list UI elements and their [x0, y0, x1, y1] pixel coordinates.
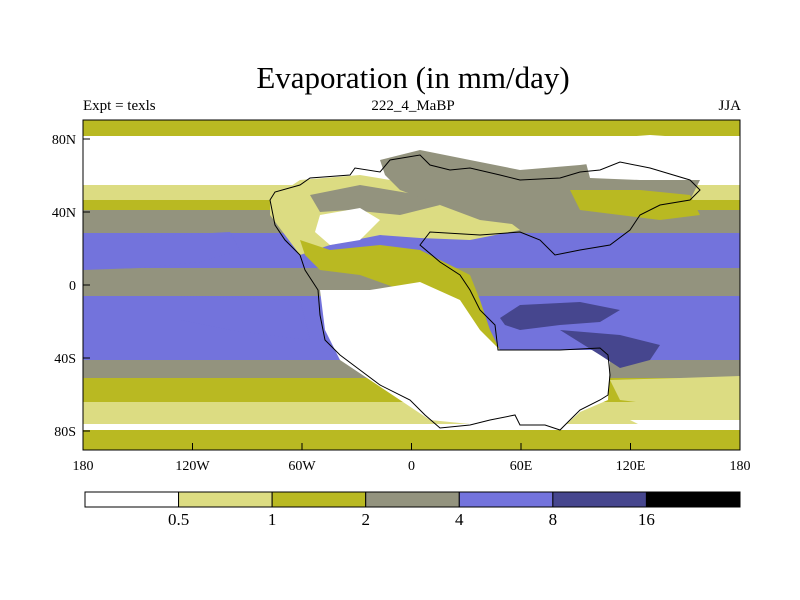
colorbar-swatch: [178, 491, 273, 508]
colorbar-level-label: 2: [361, 510, 370, 529]
experiment-label: Expt = texls: [83, 98, 156, 114]
band-south-olive2: [83, 430, 740, 450]
x-tick-label-180E: 180: [730, 459, 751, 474]
land-north-east-white: [580, 135, 730, 180]
x-tick-label-60W: 60W: [288, 459, 316, 474]
south-light-east: [610, 376, 740, 405]
land-north-east-olive: [570, 190, 700, 220]
land-interior-white: [320, 282, 610, 430]
season-label: JJA: [718, 98, 741, 114]
period-label: 222_4_MaBP: [371, 98, 455, 114]
tethys-dark-core: [500, 302, 620, 330]
map-field: [83, 120, 740, 450]
colorbar-swatch: [458, 491, 554, 508]
colorbar-swatch: [552, 491, 647, 508]
land-north-white-patch: [315, 208, 380, 245]
colorbar-level-label: 16: [638, 510, 655, 529]
land-north-interior: [310, 185, 440, 215]
y-tick-label-80N: 80N: [52, 133, 76, 148]
pacific-wet-west: [83, 232, 240, 270]
x-tick-label-120E: 120E: [616, 459, 646, 474]
tethys-dark-tail: [560, 330, 660, 368]
colorbar: 0.5 1 2 4 8 16: [84, 491, 741, 529]
chart-title: Evaporation (in mm/day): [256, 60, 570, 95]
y-tick-label-40N: 40N: [52, 206, 76, 221]
colorbar-swatch: [365, 491, 460, 508]
y-tick-label-40S: 40S: [54, 352, 76, 367]
colorbar-level-label: 1: [268, 510, 277, 529]
coastline-path: [269, 154, 701, 431]
pacific-wet-east: [180, 296, 310, 340]
colorbar-level-label: 8: [549, 510, 558, 529]
colorbar-swatch: [645, 491, 741, 508]
colorbar-swatch: [271, 491, 367, 508]
y-tick-label-0: 0: [69, 279, 76, 294]
south-white-east: [630, 420, 740, 430]
x-tick-label-60E: 60E: [510, 459, 533, 474]
x-tick-label-0: 0: [408, 459, 415, 474]
coastline: [269, 154, 701, 431]
y-axis: 80N 40N 0 40S 80S: [52, 133, 90, 440]
x-tick-label-120W: 120W: [175, 459, 210, 474]
y-tick-label-80S: 80S: [54, 425, 76, 440]
x-axis: 180 120W 60W 0 60E 120E 180: [73, 443, 751, 474]
colorbar-swatch: [84, 491, 180, 508]
colorbar-level-label: 0.5: [168, 510, 189, 529]
colorbar-level-label: 4: [455, 510, 464, 529]
land-western-olive: [300, 240, 500, 350]
band-south-white: [83, 424, 740, 430]
x-tick-label-180W: 180: [73, 459, 94, 474]
